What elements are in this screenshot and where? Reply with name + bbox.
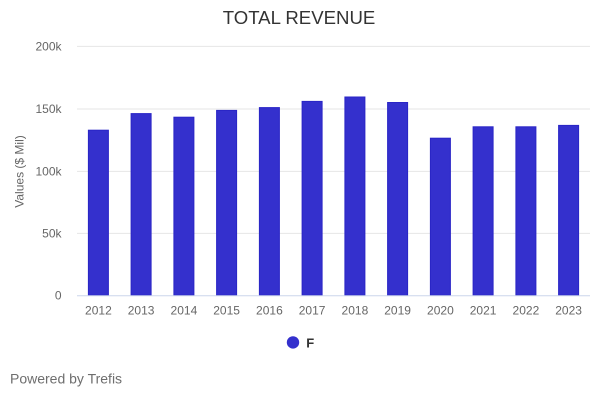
svg-text:Powered by Trefis: Powered by Trefis xyxy=(10,371,122,387)
svg-text:150k: 150k xyxy=(35,102,62,116)
svg-text:2023: 2023 xyxy=(555,304,582,318)
svg-text:200k: 200k xyxy=(35,39,62,53)
svg-text:2014: 2014 xyxy=(171,304,198,318)
svg-text:2019: 2019 xyxy=(384,304,411,318)
svg-text:2017: 2017 xyxy=(299,304,326,318)
svg-text:2020: 2020 xyxy=(427,304,454,318)
svg-text:2016: 2016 xyxy=(256,304,283,318)
svg-text:F: F xyxy=(306,335,314,350)
svg-text:0: 0 xyxy=(55,288,62,302)
svg-text:2021: 2021 xyxy=(470,304,497,318)
svg-text:2012: 2012 xyxy=(85,304,112,318)
svg-text:50k: 50k xyxy=(42,226,62,240)
svg-text:TOTAL REVENUE: TOTAL REVENUE xyxy=(223,7,376,28)
svg-text:2018: 2018 xyxy=(342,304,369,318)
svg-text:Values ($ Mil): Values ($ Mil) xyxy=(13,135,27,207)
svg-text:2015: 2015 xyxy=(213,304,240,318)
svg-text:2013: 2013 xyxy=(128,304,155,318)
svg-text:2022: 2022 xyxy=(513,304,540,318)
svg-text:100k: 100k xyxy=(35,164,62,178)
